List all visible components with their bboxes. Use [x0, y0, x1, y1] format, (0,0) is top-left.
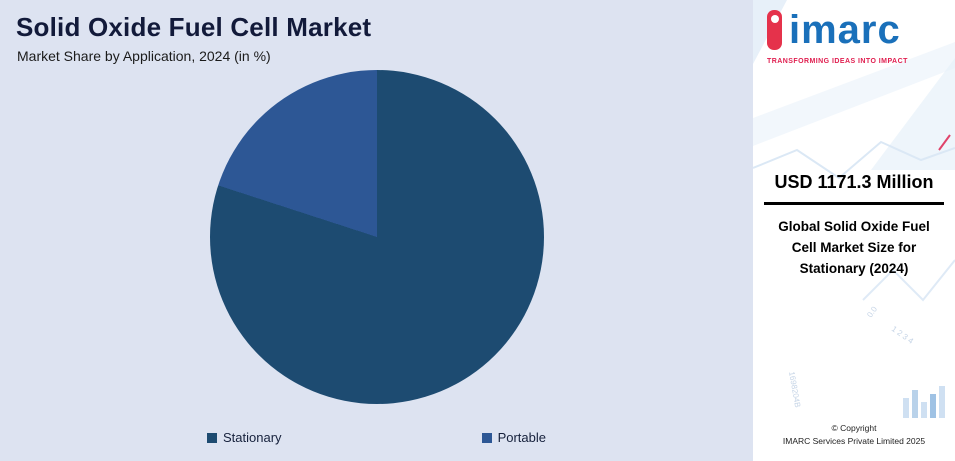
imarc-logo: imarc — [767, 10, 901, 50]
pie-chart — [209, 70, 544, 404]
stat-label: Global Solid Oxide Fuel Cell Market Size… — [778, 219, 930, 276]
stat-value: USD 1171.3 Million — [774, 172, 934, 192]
deco-text-1: 0.0 — [865, 304, 879, 319]
copyright: © Copyright IMARC Services Private Limit… — [753, 422, 955, 449]
bar-chart-decoration — [903, 386, 945, 418]
legend-item-portable: Portable — [481, 430, 546, 445]
stat-divider — [764, 202, 944, 205]
imarc-logo-icon — [767, 10, 782, 50]
copyright-line-1: © Copyright — [831, 422, 877, 433]
legend-label-stationary: Stationary — [223, 430, 282, 445]
page-title: Solid Oxide Fuel Cell Market — [16, 12, 372, 42]
legend-swatch-stationary — [207, 432, 218, 443]
copyright-line-2: IMARC Services Private Limited 2025 — [782, 436, 926, 447]
headline-stat: USD 1171.3 Million Global Solid Oxide Fu… — [753, 172, 955, 280]
red-tick-decoration — [938, 134, 951, 151]
chart-legend: Stationary Portable — [0, 430, 753, 445]
chart-panel: Solid Oxide Fuel Cell Market Market Shar… — [0, 0, 753, 461]
legend-swatch-portable — [481, 432, 492, 443]
legend-label-portable: Portable — [497, 430, 546, 445]
imarc-tagline: TRANSFORMING IDEAS INTO IMPACT — [767, 58, 908, 65]
imarc-logo-text: imarc — [789, 8, 901, 52]
sidebar: 0.0 1 2 3 4 1698204B imarc TRANSFORMING … — [753, 0, 955, 461]
legend-item-stationary: Stationary — [207, 430, 282, 445]
deco-text-3: 1698204B — [787, 371, 802, 408]
logo-dot — [770, 15, 779, 23]
chart-subtitle: Market Share by Application, 2024 (in %) — [17, 48, 271, 64]
deco-text-2: 1 2 3 4 — [890, 324, 916, 346]
